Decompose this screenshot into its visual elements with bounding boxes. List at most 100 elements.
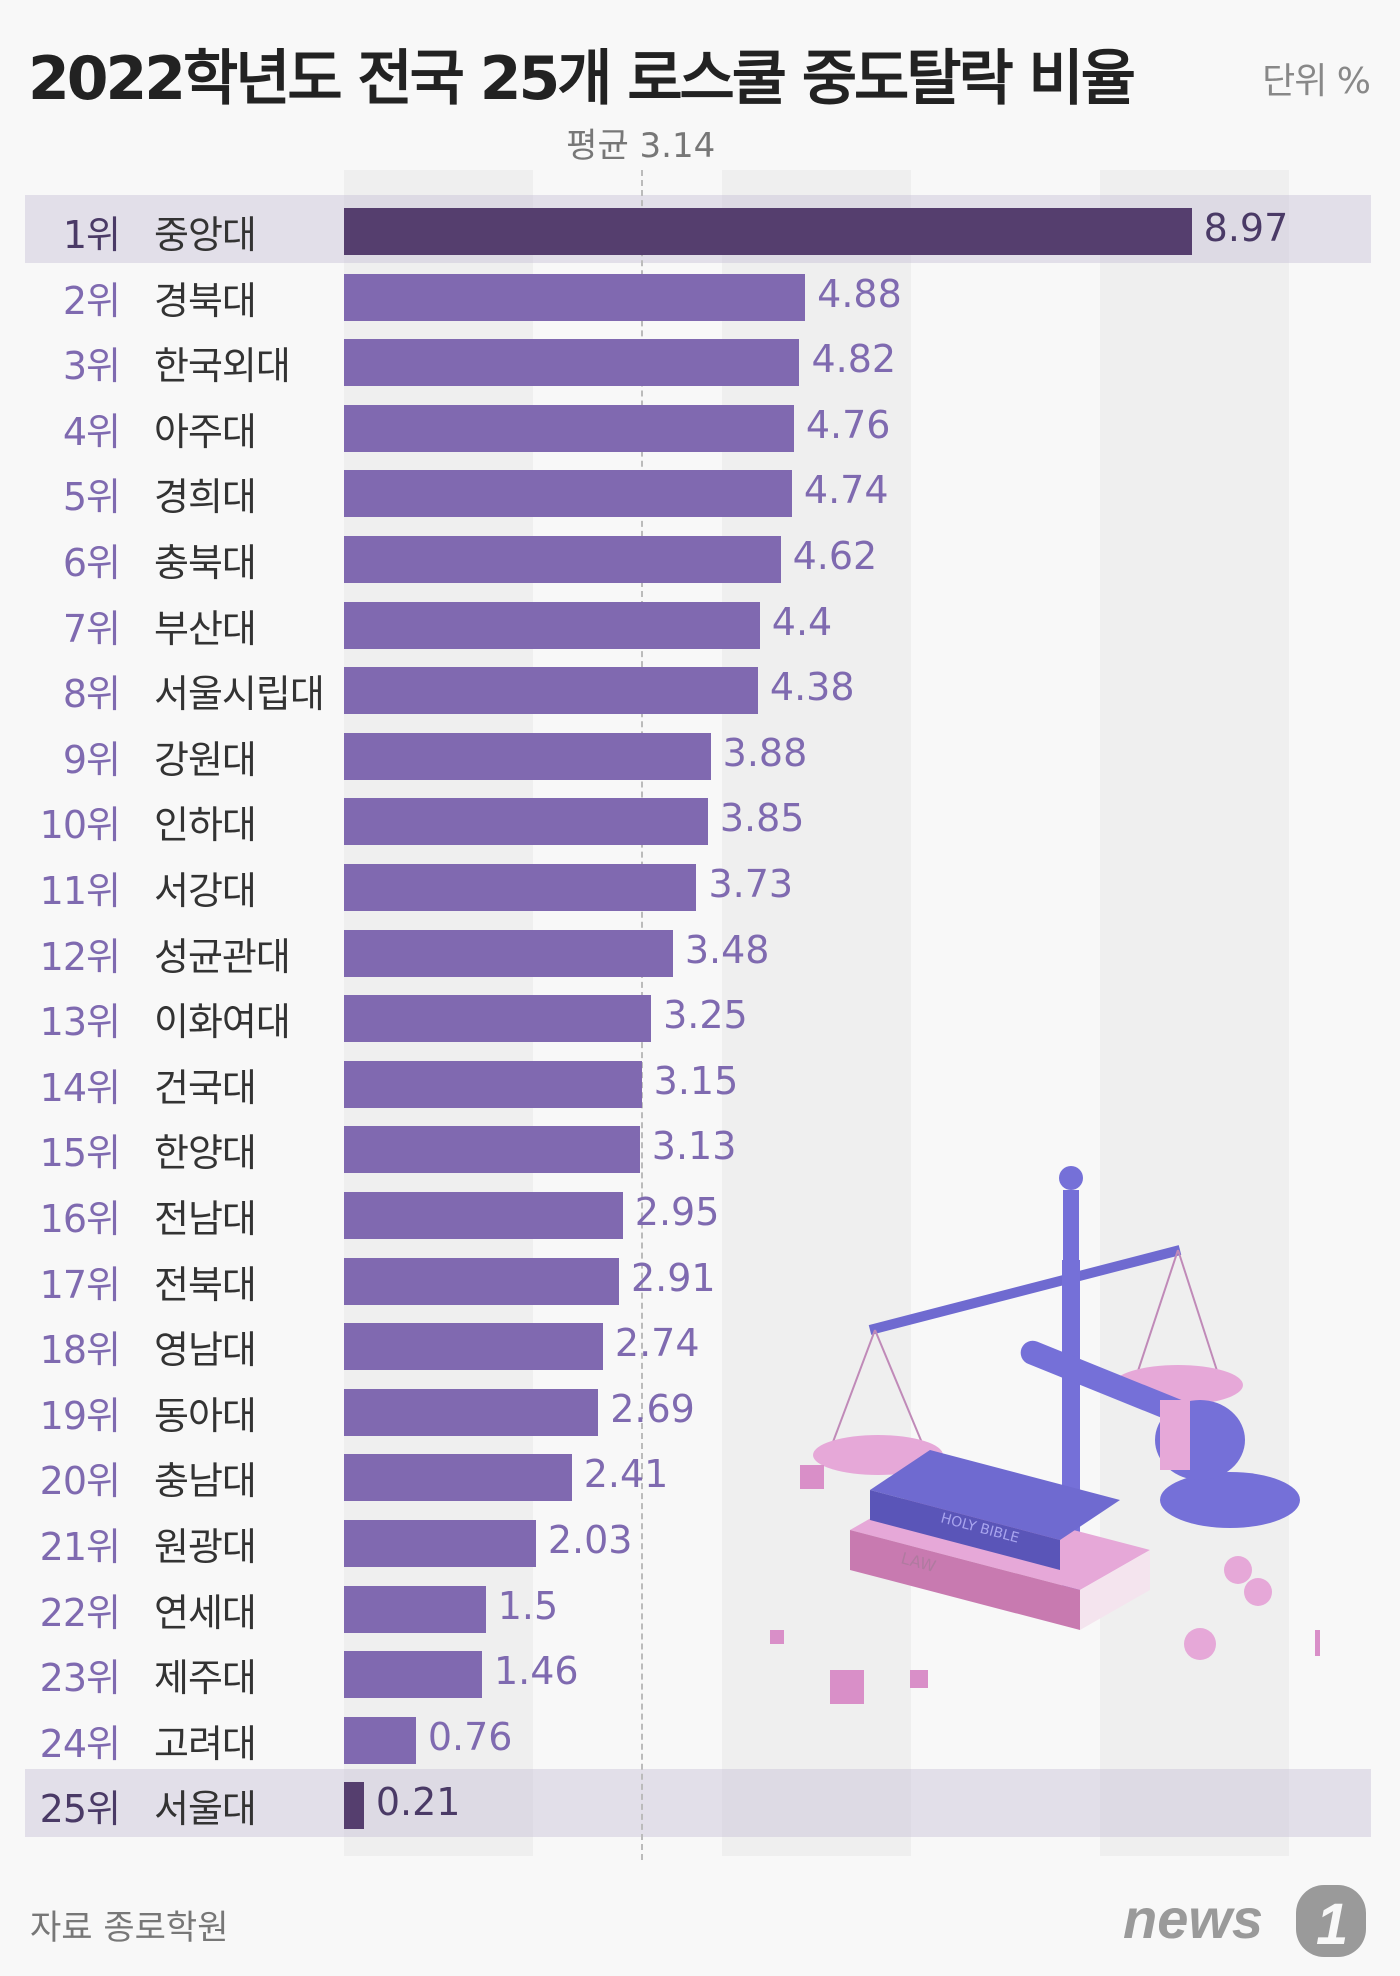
category-label: 경희대 [154,475,257,520]
rank-label: 1위 [62,213,121,257]
bar [344,536,781,583]
bar [344,732,711,780]
category-label: 건국대 [154,1065,257,1110]
scales-of-justice-illustration: HOLY BIBLE LAW [770,1166,1320,1704]
rank-label: 15위 [39,1131,121,1176]
value-label: 2.74 [614,1321,700,1366]
category-label: 강원대 [154,737,257,782]
value-label: 2.41 [583,1452,669,1497]
rank-label: 8위 [62,672,121,717]
category-label: 한양대 [154,1131,257,1176]
bar [344,1388,599,1436]
bar [344,929,673,977]
rank-label: 13위 [39,1000,121,1045]
value-label: 4.62 [792,534,878,578]
rank-label: 6위 [62,541,121,585]
rank-label: 7위 [62,606,121,651]
value-label: 1.46 [493,1649,579,1694]
category-label: 아주대 [154,409,257,454]
value-label: 3.15 [653,1058,739,1103]
svg-text:news: news [1123,1887,1263,1950]
category-label: 부산대 [154,606,257,651]
rank-label: 10위 [39,803,121,848]
category-label: 성균관대 [154,934,291,979]
rank-label: 23위 [39,1656,121,1701]
category-label: 중앙대 [154,213,257,257]
category-label: 전북대 [154,1262,257,1307]
rank-label: 20위 [39,1459,121,1504]
value-label: 1.5 [497,1583,559,1628]
bar [344,208,1192,255]
value-label: 0.21 [375,1780,461,1825]
rank-label: 21위 [39,1525,121,1569]
rank-label: 22위 [39,1590,121,1635]
bar [344,601,760,649]
value-label: 3.13 [651,1124,737,1169]
rank-label: 9위 [62,737,121,782]
bar [344,1716,416,1764]
rank-label: 14위 [39,1065,121,1110]
category-label: 서강대 [154,869,257,913]
bar [344,1257,619,1305]
rank-label: 11위 [39,869,121,913]
rank-label: 5위 [62,475,121,520]
value-label: 4.76 [805,402,891,447]
value-label: 2.03 [547,1518,633,1562]
value-label: 3.25 [663,993,748,1038]
source-label: 자료 종로학원 [30,1908,229,1948]
rank-label: 16위 [39,1197,121,1241]
bar [344,1060,642,1108]
value-label: 4.38 [769,665,855,710]
bar [344,667,758,715]
category-label: 원광대 [154,1525,257,1569]
svg-text:1: 1 [1316,1892,1348,1957]
value-label: 2.95 [634,1190,720,1234]
highlight-row [25,1769,1371,1838]
value-label: 4.82 [811,337,897,382]
rank-label: 18위 [39,1328,121,1373]
bar [344,273,806,321]
bar [344,1651,482,1699]
value-label: 3.48 [684,927,770,972]
unit-label: 단위 % [1262,61,1371,102]
value-label: 4.74 [803,468,889,513]
bar [344,995,652,1043]
category-label: 이화여대 [154,1000,291,1045]
news1-logo: news 1 [1123,1885,1366,1957]
category-label: 고려대 [154,1721,257,1766]
bar [344,1782,364,1830]
bar [344,404,794,452]
bar [344,798,708,846]
rank-label: 2위 [62,278,121,323]
category-label: 경북대 [154,278,257,323]
bar [344,1323,603,1371]
value-label: 4.4 [771,599,833,644]
category-label: 충북대 [154,541,257,585]
category-label: 인하대 [154,803,257,848]
category-label: 서울대 [154,1787,257,1832]
bar [344,1454,572,1502]
bar [344,339,800,387]
chart-title: 2022학년도 전국 25개 로스쿨 중도탈락 비율 [28,44,1136,114]
value-label: 2.91 [630,1255,716,1300]
category-label: 연세대 [154,1590,257,1635]
category-label: 영남대 [154,1328,257,1373]
value-label: 0.76 [427,1714,513,1759]
bar [344,1585,486,1633]
rank-label: 17위 [39,1262,121,1307]
category-label: 전남대 [154,1197,257,1241]
bar [344,1126,640,1174]
bar [344,1520,536,1567]
category-label: 충남대 [154,1459,257,1504]
value-label: 4.88 [817,271,902,316]
rank-label: 19위 [39,1393,121,1438]
rank-label: 4위 [62,409,121,454]
category-label: 서울시립대 [154,672,325,717]
value-label: 2.69 [610,1386,695,1431]
rank-label: 25위 [39,1787,121,1832]
rank-label: 24위 [39,1721,121,1766]
value-label: 8.97 [1203,206,1289,250]
bar [344,1192,623,1239]
bar [344,470,792,518]
